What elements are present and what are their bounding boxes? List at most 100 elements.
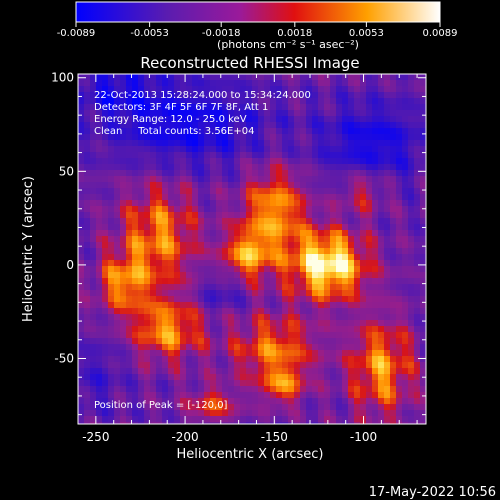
heatmap-cell — [198, 182, 205, 189]
heatmap-cell — [180, 266, 187, 273]
heatmap-cell — [102, 308, 109, 315]
heatmap-cell — [402, 200, 409, 207]
heatmap-cell — [192, 284, 199, 291]
heatmap-cell — [402, 272, 409, 279]
heatmap-cell — [192, 254, 199, 261]
heatmap-cell — [402, 146, 409, 153]
heatmap-cell — [78, 404, 85, 411]
heatmap-cell — [216, 86, 223, 93]
heatmap-cell — [126, 80, 133, 87]
heatmap-cell — [132, 326, 139, 333]
heatmap-cell — [312, 140, 319, 147]
heatmap-cell — [336, 146, 343, 153]
heatmap-cell — [78, 158, 85, 165]
heatmap-cell — [270, 152, 277, 159]
heatmap-cell — [330, 260, 337, 267]
heatmap-cell — [228, 248, 235, 255]
heatmap-cell — [258, 296, 265, 303]
heatmap-cell — [246, 158, 253, 165]
heatmap-cell — [294, 338, 301, 345]
heatmap-cell — [114, 170, 121, 177]
heatmap-cell — [252, 140, 259, 147]
heatmap-cell — [84, 242, 91, 249]
heatmap-cell — [84, 374, 91, 381]
heatmap-cell — [402, 182, 409, 189]
heatmap-cell — [366, 308, 373, 315]
heatmap-cell — [348, 278, 355, 285]
heatmap-cell — [180, 224, 187, 231]
heatmap-cell — [336, 266, 343, 273]
heatmap-cell — [192, 80, 199, 87]
heatmap-cell — [150, 206, 157, 213]
heatmap-cell — [198, 248, 205, 255]
heatmap-cell — [366, 374, 373, 381]
heatmap-cell — [216, 320, 223, 327]
heatmap-cell — [144, 140, 151, 147]
heatmap-cell — [114, 338, 121, 345]
heatmap-cell — [240, 98, 247, 105]
heatmap-cell — [360, 254, 367, 261]
heatmap-cell — [306, 122, 313, 129]
heatmap-cell — [192, 374, 199, 381]
heatmap-cell — [168, 146, 175, 153]
heatmap-cell — [174, 338, 181, 345]
heatmap-cell — [192, 242, 199, 249]
heatmap-cell — [120, 248, 127, 255]
heatmap-cell — [120, 314, 127, 321]
heatmap-cell — [174, 74, 181, 81]
heatmap-cell — [186, 260, 193, 267]
heatmap-cell — [282, 128, 289, 135]
heatmap-cell — [150, 254, 157, 261]
heatmap-cell — [312, 338, 319, 345]
heatmap-cell — [336, 158, 343, 165]
heatmap-cell — [222, 350, 229, 357]
heatmap-cell — [402, 338, 409, 345]
heatmap-cell — [348, 140, 355, 147]
heatmap-cell — [408, 188, 415, 195]
heatmap-cell — [276, 248, 283, 255]
heatmap-cell — [342, 302, 349, 309]
heatmap-cell — [186, 266, 193, 273]
heatmap-cell — [372, 308, 379, 315]
heatmap-cell — [108, 278, 115, 285]
heatmap-cell — [348, 248, 355, 255]
heatmap-cell — [390, 164, 397, 171]
heatmap-cell — [270, 200, 277, 207]
heatmap-cell — [390, 254, 397, 261]
heatmap-cell — [108, 284, 115, 291]
heatmap-cell — [294, 164, 301, 171]
heatmap-cell — [186, 350, 193, 357]
heatmap-cell — [342, 374, 349, 381]
heatmap-cell — [318, 74, 325, 81]
heatmap-cell — [234, 158, 241, 165]
heatmap-cell — [204, 230, 211, 237]
heatmap-cell — [150, 158, 157, 165]
heatmap-cell — [84, 404, 91, 411]
heatmap-cell — [174, 158, 181, 165]
heatmap-cell — [102, 272, 109, 279]
heatmap-cell — [228, 410, 235, 417]
heatmap-cell — [180, 74, 187, 81]
heatmap-cell — [246, 218, 253, 225]
heatmap-cell — [252, 224, 259, 231]
heatmap-cell — [318, 260, 325, 267]
heatmap-cell — [192, 206, 199, 213]
heatmap-cell — [210, 212, 217, 219]
heatmap-cell — [180, 104, 187, 111]
heatmap-cell — [258, 122, 265, 129]
heatmap-cell — [306, 188, 313, 195]
heatmap-cell — [150, 200, 157, 207]
heatmap-cell — [300, 392, 307, 399]
heatmap-cell — [174, 176, 181, 183]
heatmap-cell — [318, 176, 325, 183]
heatmap-cell — [216, 422, 223, 424]
heatmap-cell — [336, 314, 343, 321]
heatmap-cell — [186, 326, 193, 333]
heatmap-cell — [324, 230, 331, 237]
heatmap-cell — [420, 368, 426, 375]
heatmap-cell — [396, 386, 403, 393]
heatmap-cell — [342, 158, 349, 165]
heatmap-cell — [156, 164, 163, 171]
heatmap-cell — [414, 290, 421, 297]
heatmap-cell — [126, 296, 133, 303]
